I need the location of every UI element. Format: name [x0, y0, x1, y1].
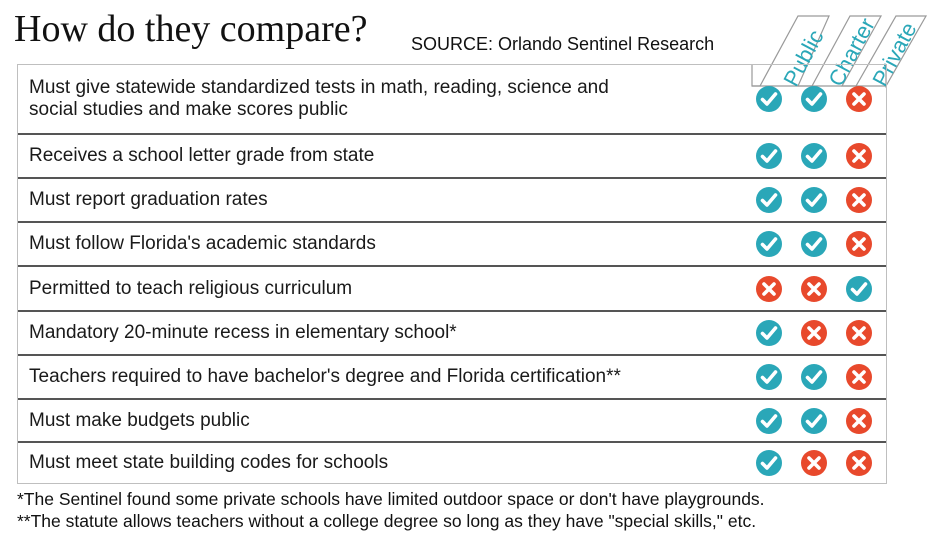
check-icon — [755, 186, 783, 214]
row-marks — [755, 85, 885, 113]
row-marks — [755, 319, 885, 347]
x-icon — [845, 319, 873, 347]
row-marks — [755, 186, 885, 214]
check-icon — [800, 407, 828, 435]
x-icon — [845, 407, 873, 435]
column-headers: Public Charter Private — [751, 14, 928, 90]
check-icon — [800, 186, 828, 214]
row-label: Must meet state building codes for schoo… — [29, 452, 389, 473]
chart-title: How do they compare? — [14, 8, 368, 50]
check-icon — [800, 363, 828, 391]
check-icon — [755, 230, 783, 258]
row-label: Must report graduation rates — [29, 189, 268, 210]
table-row: Permitted to teach religious curriculum — [18, 265, 886, 310]
x-icon — [845, 230, 873, 258]
x-icon — [845, 363, 873, 391]
table-row: Must meet state building codes for schoo… — [18, 441, 886, 483]
check-icon — [800, 142, 828, 170]
comparison-table: Must give statewide standardized tests i… — [17, 64, 887, 484]
x-icon — [755, 275, 783, 303]
row-marks — [755, 230, 885, 258]
footnote-1: *The Sentinel found some private schools… — [17, 489, 765, 509]
table-row: Must report graduation rates — [18, 177, 886, 221]
row-marks — [755, 363, 885, 391]
table-row: Receives a school letter grade from stat… — [18, 133, 886, 177]
table-row: Must follow Florida's academic standards — [18, 221, 886, 265]
x-icon — [845, 85, 873, 113]
x-icon — [800, 449, 828, 477]
check-icon — [800, 85, 828, 113]
source-note: SOURCE: Orlando Sentinel Research — [411, 34, 715, 54]
check-icon — [755, 363, 783, 391]
check-icon — [755, 407, 783, 435]
x-icon — [845, 142, 873, 170]
check-icon — [755, 85, 783, 113]
check-icon — [755, 449, 783, 477]
row-label: Must follow Florida's academic standards — [29, 233, 376, 254]
x-icon — [845, 186, 873, 214]
row-label: Permitted to teach religious curriculum — [29, 277, 353, 299]
x-icon — [800, 275, 828, 303]
row-label: Must make budgets public — [29, 409, 250, 431]
table-row: Must make budgets public — [18, 398, 886, 441]
check-icon — [755, 319, 783, 347]
table-row: Teachers required to have bachelor's deg… — [18, 354, 886, 398]
row-marks — [755, 407, 885, 435]
row-marks — [755, 275, 885, 303]
table-row: Must give statewide standardized tests i… — [18, 65, 886, 133]
check-icon — [800, 230, 828, 258]
row-label: Must give statewide standardized tests i… — [29, 77, 609, 120]
row-label: Mandatory 20-minute recess in elementary… — [29, 322, 457, 343]
check-icon — [845, 275, 873, 303]
row-marks — [755, 449, 885, 477]
row-marks — [755, 142, 885, 170]
check-icon — [755, 142, 783, 170]
x-icon — [845, 449, 873, 477]
x-icon — [800, 319, 828, 347]
row-label: Receives a school letter grade from stat… — [29, 145, 375, 166]
table-row: Mandatory 20-minute recess in elementary… — [18, 310, 886, 354]
row-label: Teachers required to have bachelor's deg… — [29, 366, 621, 387]
footnote-2: **The statute allows teachers without a … — [17, 511, 757, 531]
